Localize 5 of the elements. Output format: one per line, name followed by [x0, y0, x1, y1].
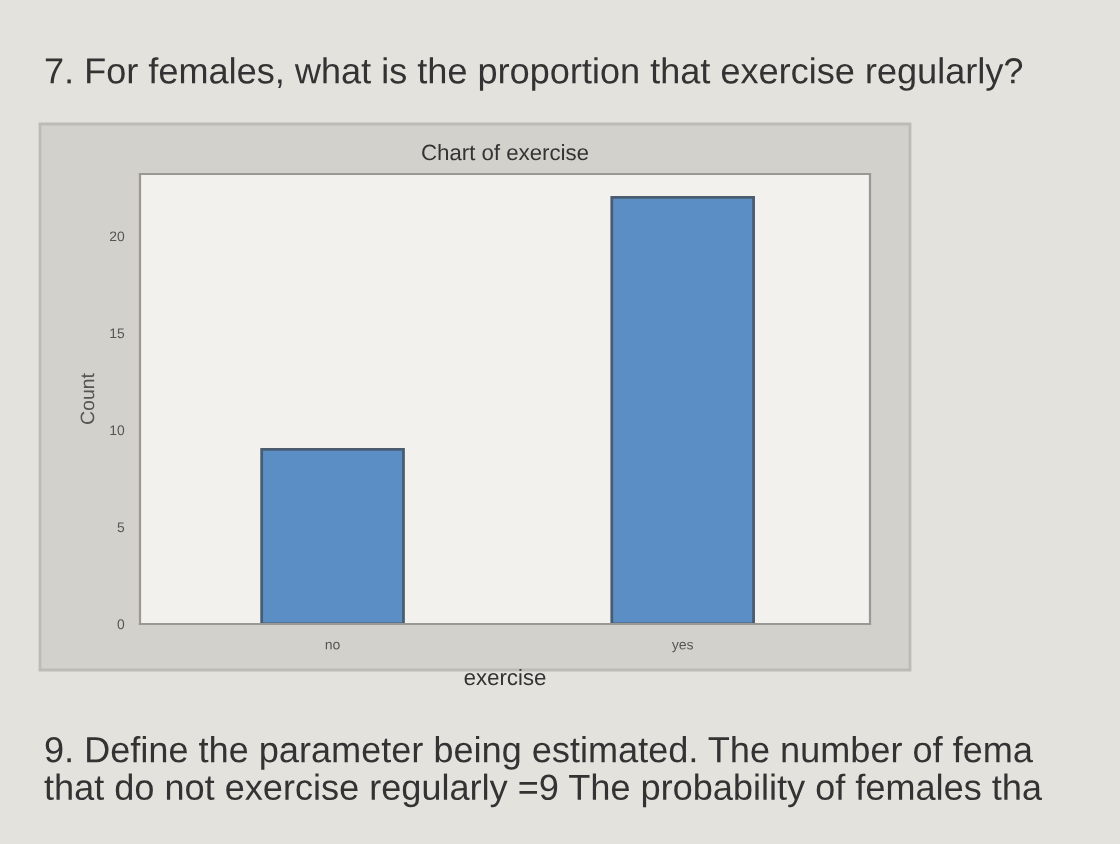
chart-title: 7. For females, what is the proportion that exercise regularly? — [45, 57, 1023, 91]
y-axis-title: Count — [80, 373, 95, 424]
text: 9. Define the parameter being estimated. The number of fema that do not exercise regularly =9 The probability of females tha — [44, 736, 1042, 808]
x-axis-title: exercise — [464, 668, 546, 686]
chart-subtitle: Chart of exercise — [422, 144, 588, 161]
